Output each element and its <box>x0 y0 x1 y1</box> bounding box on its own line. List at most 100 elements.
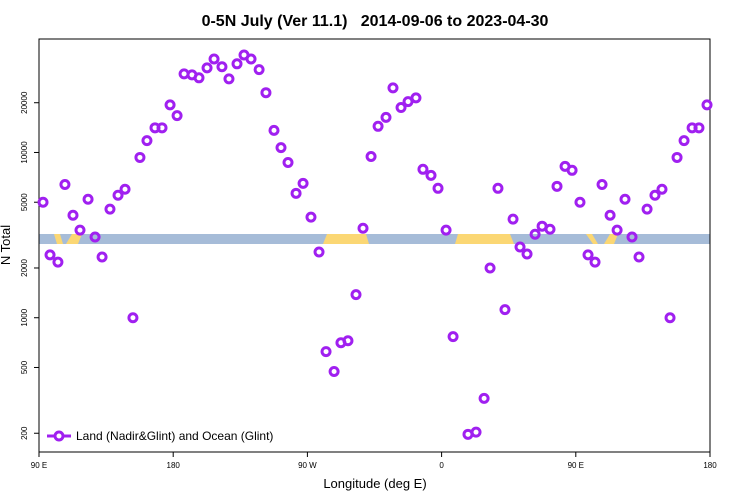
data-point <box>566 164 578 176</box>
data-point <box>551 180 563 192</box>
x-tick-label: 90 E <box>568 461 584 470</box>
data-point <box>282 156 294 168</box>
data-point <box>216 61 228 73</box>
data-point <box>260 87 272 99</box>
data-point <box>417 163 429 175</box>
data-point <box>164 99 176 111</box>
x-tick-label: 180 <box>167 461 181 470</box>
x-tick-label: 90 W <box>298 461 317 470</box>
data-point <box>701 99 713 111</box>
chart-title: 0-5N July (Ver 11.1) 2014-09-06 to 2023-… <box>202 13 549 30</box>
data-point <box>231 58 243 70</box>
land-strip <box>455 234 514 244</box>
data-point <box>365 150 377 162</box>
data-point <box>297 177 309 189</box>
data-point <box>582 249 594 261</box>
y-axis-label: N Total <box>0 225 13 265</box>
data-point <box>67 209 79 221</box>
data-point <box>275 142 287 154</box>
data-point <box>342 335 354 347</box>
data-point <box>201 62 213 74</box>
data-point <box>574 196 586 208</box>
data-point <box>664 312 676 324</box>
data-point <box>596 179 608 191</box>
land-strip <box>586 234 598 244</box>
data-point <box>641 203 653 215</box>
x-tick-label: 90 E <box>31 461 47 470</box>
data-point <box>678 135 690 147</box>
x-tick-label: 0 <box>439 461 444 470</box>
data-point <box>671 151 683 163</box>
data-point <box>74 224 86 236</box>
data-point <box>44 249 56 261</box>
data-point <box>440 224 452 236</box>
data-point <box>350 289 362 301</box>
y-tick-label: 500 <box>20 360 29 374</box>
data-point <box>89 231 101 243</box>
y-tick-label: 2000 <box>20 259 29 277</box>
data-point <box>380 111 392 123</box>
y-tick-label: 200 <box>20 426 29 440</box>
data-point <box>693 122 705 134</box>
data-point <box>432 182 444 194</box>
data-point <box>656 183 668 195</box>
y-tick-label: 10000 <box>20 141 29 164</box>
data-point <box>82 193 94 205</box>
y-tick-label: 5000 <box>20 193 29 211</box>
data-point <box>59 179 71 191</box>
plot-frame <box>38 38 711 453</box>
data-point <box>223 73 235 85</box>
data-point <box>626 231 638 243</box>
data-point <box>268 124 280 136</box>
data-point <box>619 193 631 205</box>
data-point <box>410 92 422 104</box>
data-point <box>127 312 139 324</box>
y-tick-label: 1000 <box>20 308 29 326</box>
surface-strip <box>39 234 710 244</box>
data-point <box>37 196 49 208</box>
land-strip <box>604 234 618 244</box>
data-point <box>245 53 257 65</box>
data-point <box>328 365 340 377</box>
data-point <box>544 223 556 235</box>
data-point <box>290 187 302 199</box>
data-point <box>478 392 490 404</box>
data-point <box>208 53 220 65</box>
data-point <box>320 346 332 358</box>
data-point <box>141 135 153 147</box>
data-point <box>425 169 437 181</box>
data-point <box>633 251 645 263</box>
x-tick-label: 180 <box>703 461 717 470</box>
data-point <box>470 426 482 438</box>
data-point <box>112 189 124 201</box>
data-point <box>357 222 369 234</box>
data-point <box>134 151 146 163</box>
ocean-strip <box>39 234 710 244</box>
data-point <box>529 228 541 240</box>
land-strip <box>54 234 63 244</box>
data-point <box>52 256 64 268</box>
data-point <box>514 241 526 253</box>
data-point <box>119 183 131 195</box>
data-point <box>492 182 504 194</box>
data-point <box>96 251 108 263</box>
land-strip <box>323 234 369 244</box>
legend-label: Land (Nadir&Glint) and Ocean (Glint) <box>76 429 273 443</box>
data-point <box>387 82 399 94</box>
data-point <box>499 304 511 316</box>
data-point <box>305 211 317 223</box>
data-point <box>171 110 183 122</box>
data-point <box>649 189 661 201</box>
data-point <box>193 72 205 84</box>
y-tick-label: 20000 <box>20 91 29 114</box>
data-point <box>313 246 325 258</box>
data-point <box>447 331 459 343</box>
data-point <box>156 122 168 134</box>
data-point <box>484 262 496 274</box>
data-point <box>589 256 601 268</box>
data-point <box>611 224 623 236</box>
data-point <box>604 209 616 221</box>
data-point <box>253 64 265 76</box>
data-point <box>372 120 384 132</box>
